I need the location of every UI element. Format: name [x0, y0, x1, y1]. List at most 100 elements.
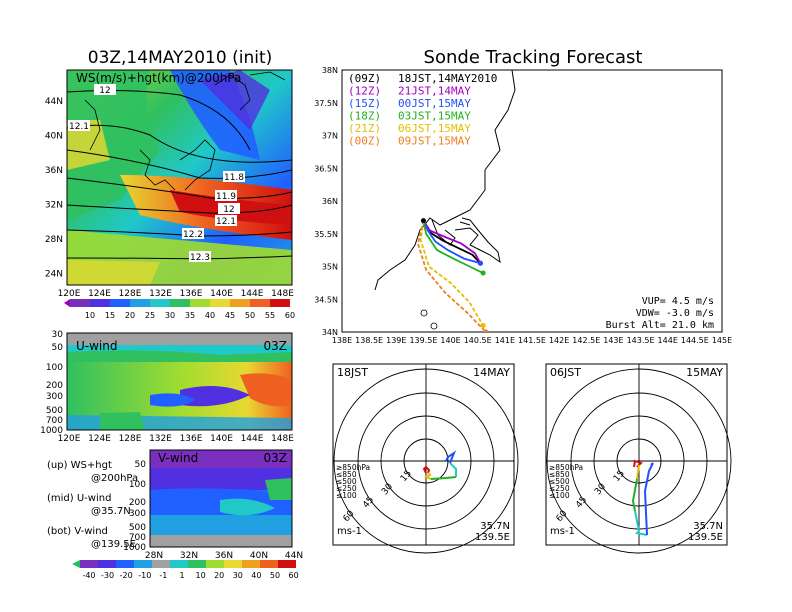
colorbar-tick: 60	[289, 571, 299, 580]
tracking-lat-tick: 34N	[322, 328, 338, 337]
tracking-lon-tick: 141.5E	[518, 336, 546, 345]
u-lon-tick: 128E	[119, 434, 142, 444]
map-lat-tick: 44N	[45, 97, 63, 107]
u-pressure-tick: 300	[46, 392, 63, 402]
colorbar-tick: 30	[233, 571, 243, 580]
contour-label-bg	[182, 228, 204, 239]
v-lat-tick: 36N	[215, 551, 233, 561]
map-lon-tick: 144E	[241, 289, 264, 299]
hodograph-lon: 139.5E	[688, 532, 723, 543]
map-lat-tick: 24N	[45, 270, 63, 280]
u-pressure-tick: 100	[46, 363, 63, 373]
tracking-title: Sonde Tracking Forecast	[424, 47, 643, 68]
tracking-lat-tick: 36.5N	[314, 164, 338, 173]
tracking-lat-tick: 36N	[322, 197, 338, 206]
hodograph-level-label: ≤500	[336, 477, 357, 486]
wind-speed-map	[67, 70, 292, 285]
u-lon-tick: 136E	[180, 434, 203, 444]
landing-point	[480, 270, 486, 276]
colorbar-swatch	[80, 560, 98, 568]
u-lon-tick: 124E	[88, 434, 111, 444]
map-label: WS(m/s)+hgt(km)@200hPa	[76, 71, 241, 85]
tracking-lon-tick: 138.5E	[355, 336, 383, 345]
v-lat-tick: 28N	[145, 551, 163, 561]
colorbar-tick: 45	[225, 311, 235, 320]
sonde-track-line	[419, 220, 484, 326]
launch-code: (21Z)	[348, 122, 381, 135]
launch-time: 21JST,14MAY	[398, 85, 471, 98]
u-lon-tick: 120E	[58, 434, 81, 444]
colorbar-swatch	[250, 299, 270, 307]
tracking-lat-tick: 34.5N	[314, 295, 338, 304]
colorbar-swatch	[242, 560, 260, 568]
map-lon-tick: 120E	[58, 289, 81, 299]
u-wind-time: 03Z	[264, 339, 288, 353]
colorbar-swatch	[130, 299, 150, 307]
colorbar-tick: 50	[245, 311, 255, 320]
landing-point	[477, 260, 483, 266]
contour-label-bg	[215, 190, 237, 201]
tracking-lat-tick: 38N	[322, 66, 338, 75]
colorbar-tick: 15	[105, 311, 115, 320]
tracking-lon-ticks: 138E 138.5E 139E 139.5E 140E 140.5E 141E 141.5E…	[332, 336, 732, 345]
tracking-lon-tick: 145E	[712, 336, 732, 345]
v-pressure-tick: 50	[135, 460, 147, 470]
map-lon-tick: 128E	[119, 289, 142, 299]
hodograph-level-label: ≤500	[549, 477, 570, 486]
u-pressure-tick: 500	[46, 406, 63, 416]
colorbar-swatch	[206, 560, 224, 568]
colorbar-swatch	[170, 299, 190, 307]
colorbar-tick: 35	[185, 311, 195, 320]
tracking-lon-tick: 142.5E	[572, 336, 600, 345]
tracking-lon-tick: 144.5E	[681, 336, 709, 345]
hodograph-trace	[643, 462, 654, 536]
colorbar-tick: 20	[125, 311, 135, 320]
v-wind-section	[150, 450, 292, 547]
colorbar-swatch	[190, 299, 210, 307]
landing-point	[480, 322, 486, 328]
tracking-lat-ticks: 38N 37.5N 37N 36.5N 36N 35.5N 35N 34.5N 34N	[314, 66, 338, 337]
hodograph-trace	[423, 472, 432, 480]
u-lon-tick: 140E	[210, 434, 233, 444]
sonde-tracks	[417, 218, 489, 332]
v-pressure-tick: 200	[129, 498, 146, 508]
colorbar-tick: 25	[145, 311, 155, 320]
hodograph-level-label: ≤850	[336, 470, 357, 479]
hodograph-time: 18JST	[337, 366, 368, 379]
hodograph-trace	[634, 510, 648, 536]
v-lat-tick: 40N	[250, 551, 268, 561]
colorbar-swatch	[90, 299, 110, 307]
colorbar-tick: -40	[82, 571, 95, 580]
u-wind-section	[67, 333, 292, 430]
colorbar-u-v-wind: -40 -30 -20 -10 -1 1 10 20 30 40 50 60	[72, 560, 299, 580]
map-lon-ticks: 120E 124E 128E 132E 136E 140E 144E 148E	[58, 289, 295, 299]
legend-mid: (mid) U-wind	[47, 493, 111, 504]
hodograph-unit: ms-1	[337, 526, 362, 537]
colorbar-tick: 10	[85, 311, 95, 320]
landing-point	[483, 329, 489, 332]
tracking-lon-tick: 141E	[495, 336, 515, 345]
burst-text: Burst Alt= 21.0 km	[606, 320, 714, 331]
map-lat-tick: 28N	[45, 235, 63, 245]
colorbar-tick: 30	[165, 311, 175, 320]
tracking-lon-tick: 143.5E	[627, 336, 655, 345]
u-pressure-tick: 200	[46, 381, 63, 391]
tracking-lat-tick: 37N	[322, 132, 338, 141]
colorbar-swatch	[278, 560, 296, 568]
colorbar-swatch	[270, 299, 290, 307]
hodograph-time: 06JST	[550, 366, 581, 379]
v-lat-tick: 44N	[285, 551, 303, 561]
u-pressure-tick: 30	[52, 330, 64, 340]
launch-code: (12Z)	[348, 85, 381, 98]
hodograph-level-label: ≤100	[549, 491, 570, 500]
launch-legend: (09Z) 18JST,14MAY2010 (12Z) 21JST,14MAY (15Z…	[348, 72, 497, 148]
u-pressure-tick: 1000	[40, 426, 63, 436]
tracking-lon-tick: 140.5E	[464, 336, 492, 345]
v-lat-tick: 32N	[180, 551, 198, 561]
contour-label: 12	[223, 205, 234, 215]
colorbar-tick: 10	[196, 571, 206, 580]
colorbar-swatch	[260, 560, 278, 568]
